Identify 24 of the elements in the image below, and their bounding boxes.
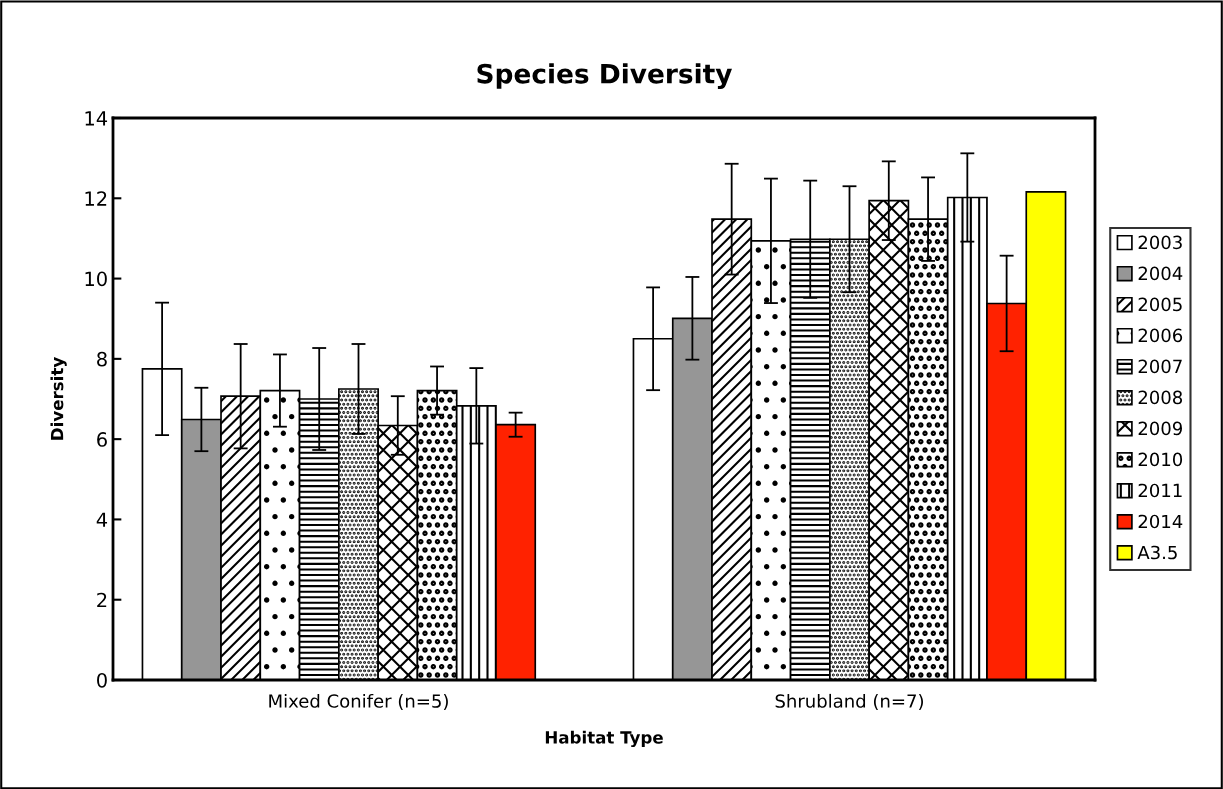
legend-label: 2008	[1138, 390, 1183, 405]
legend-label: 2011	[1138, 483, 1182, 498]
x-axis-title: Habitat Type	[545, 730, 663, 748]
legend-label: 2007	[1138, 359, 1182, 374]
legend-label: 2014	[1138, 514, 1183, 529]
legend-label: 2009	[1138, 421, 1182, 436]
legend-label: A3.5	[1137, 545, 1177, 560]
y-tick-label: 12	[85, 191, 107, 206]
y-tick-label: 4	[96, 512, 108, 527]
legend-label: 2005	[1138, 297, 1182, 312]
chart-title: Species Diversity	[477, 63, 732, 89]
y-axis-title: Diversity	[50, 357, 67, 440]
y-tick-label: 10	[85, 271, 107, 287]
legend-label: 2003	[1138, 235, 1182, 250]
legend-label: 2010	[1138, 452, 1183, 467]
x-tick-label: Mixed Conifer (n=5)	[269, 693, 448, 710]
x-tick-label: Shrubland (n=7)	[775, 693, 923, 710]
y-tick-label: 14	[85, 111, 108, 126]
legend-label: 2006	[1138, 328, 1183, 343]
y-tick-label: 8	[97, 351, 107, 367]
y-tick-label: 2	[97, 592, 107, 608]
y-tick-label: 6	[97, 432, 107, 447]
legend-label: 2004	[1138, 266, 1183, 281]
y-tick-label: 0	[97, 672, 107, 688]
